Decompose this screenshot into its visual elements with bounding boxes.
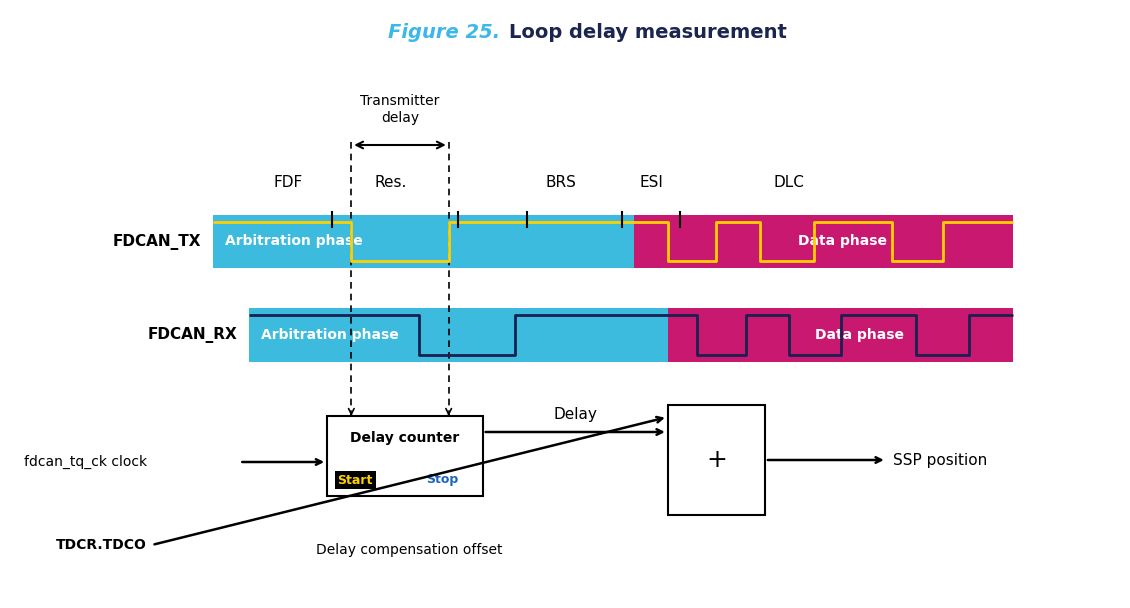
Text: Start: Start — [338, 474, 373, 486]
Text: ESI: ESI — [640, 175, 663, 190]
Text: Stop: Stop — [426, 474, 458, 486]
Bar — [334, 471, 375, 489]
Text: fdcan_tq_ck clock: fdcan_tq_ck clock — [24, 455, 147, 469]
Bar — [668, 308, 1014, 362]
Text: FDF: FDF — [273, 175, 303, 190]
Text: Delay counter: Delay counter — [350, 431, 460, 445]
Bar — [327, 416, 483, 496]
Bar — [214, 215, 634, 268]
Text: Loop delay measurement: Loop delay measurement — [508, 22, 786, 41]
Bar — [249, 308, 668, 362]
Text: Figure 25.: Figure 25. — [389, 22, 507, 41]
Text: FDCAN_RX: FDCAN_RX — [148, 327, 237, 343]
Text: BRS: BRS — [545, 175, 576, 190]
Text: Data phase: Data phase — [816, 328, 904, 342]
Bar — [634, 215, 1014, 268]
Bar — [668, 405, 765, 515]
Text: Delay compensation offset: Delay compensation offset — [316, 543, 503, 557]
Text: TDCR.TDCO: TDCR.TDCO — [56, 538, 147, 552]
Text: +: + — [706, 448, 727, 472]
Text: Arbitration phase: Arbitration phase — [261, 328, 399, 342]
Text: Res.: Res. — [374, 175, 407, 190]
Text: DLC: DLC — [774, 175, 805, 190]
Text: Transmitter
delay: Transmitter delay — [360, 94, 440, 125]
Text: FDCAN_TX: FDCAN_TX — [113, 233, 201, 249]
Text: Delay: Delay — [554, 407, 597, 422]
Text: Arbitration phase: Arbitration phase — [225, 235, 363, 249]
Text: Data phase: Data phase — [799, 235, 887, 249]
Text: SSP position: SSP position — [893, 452, 986, 468]
